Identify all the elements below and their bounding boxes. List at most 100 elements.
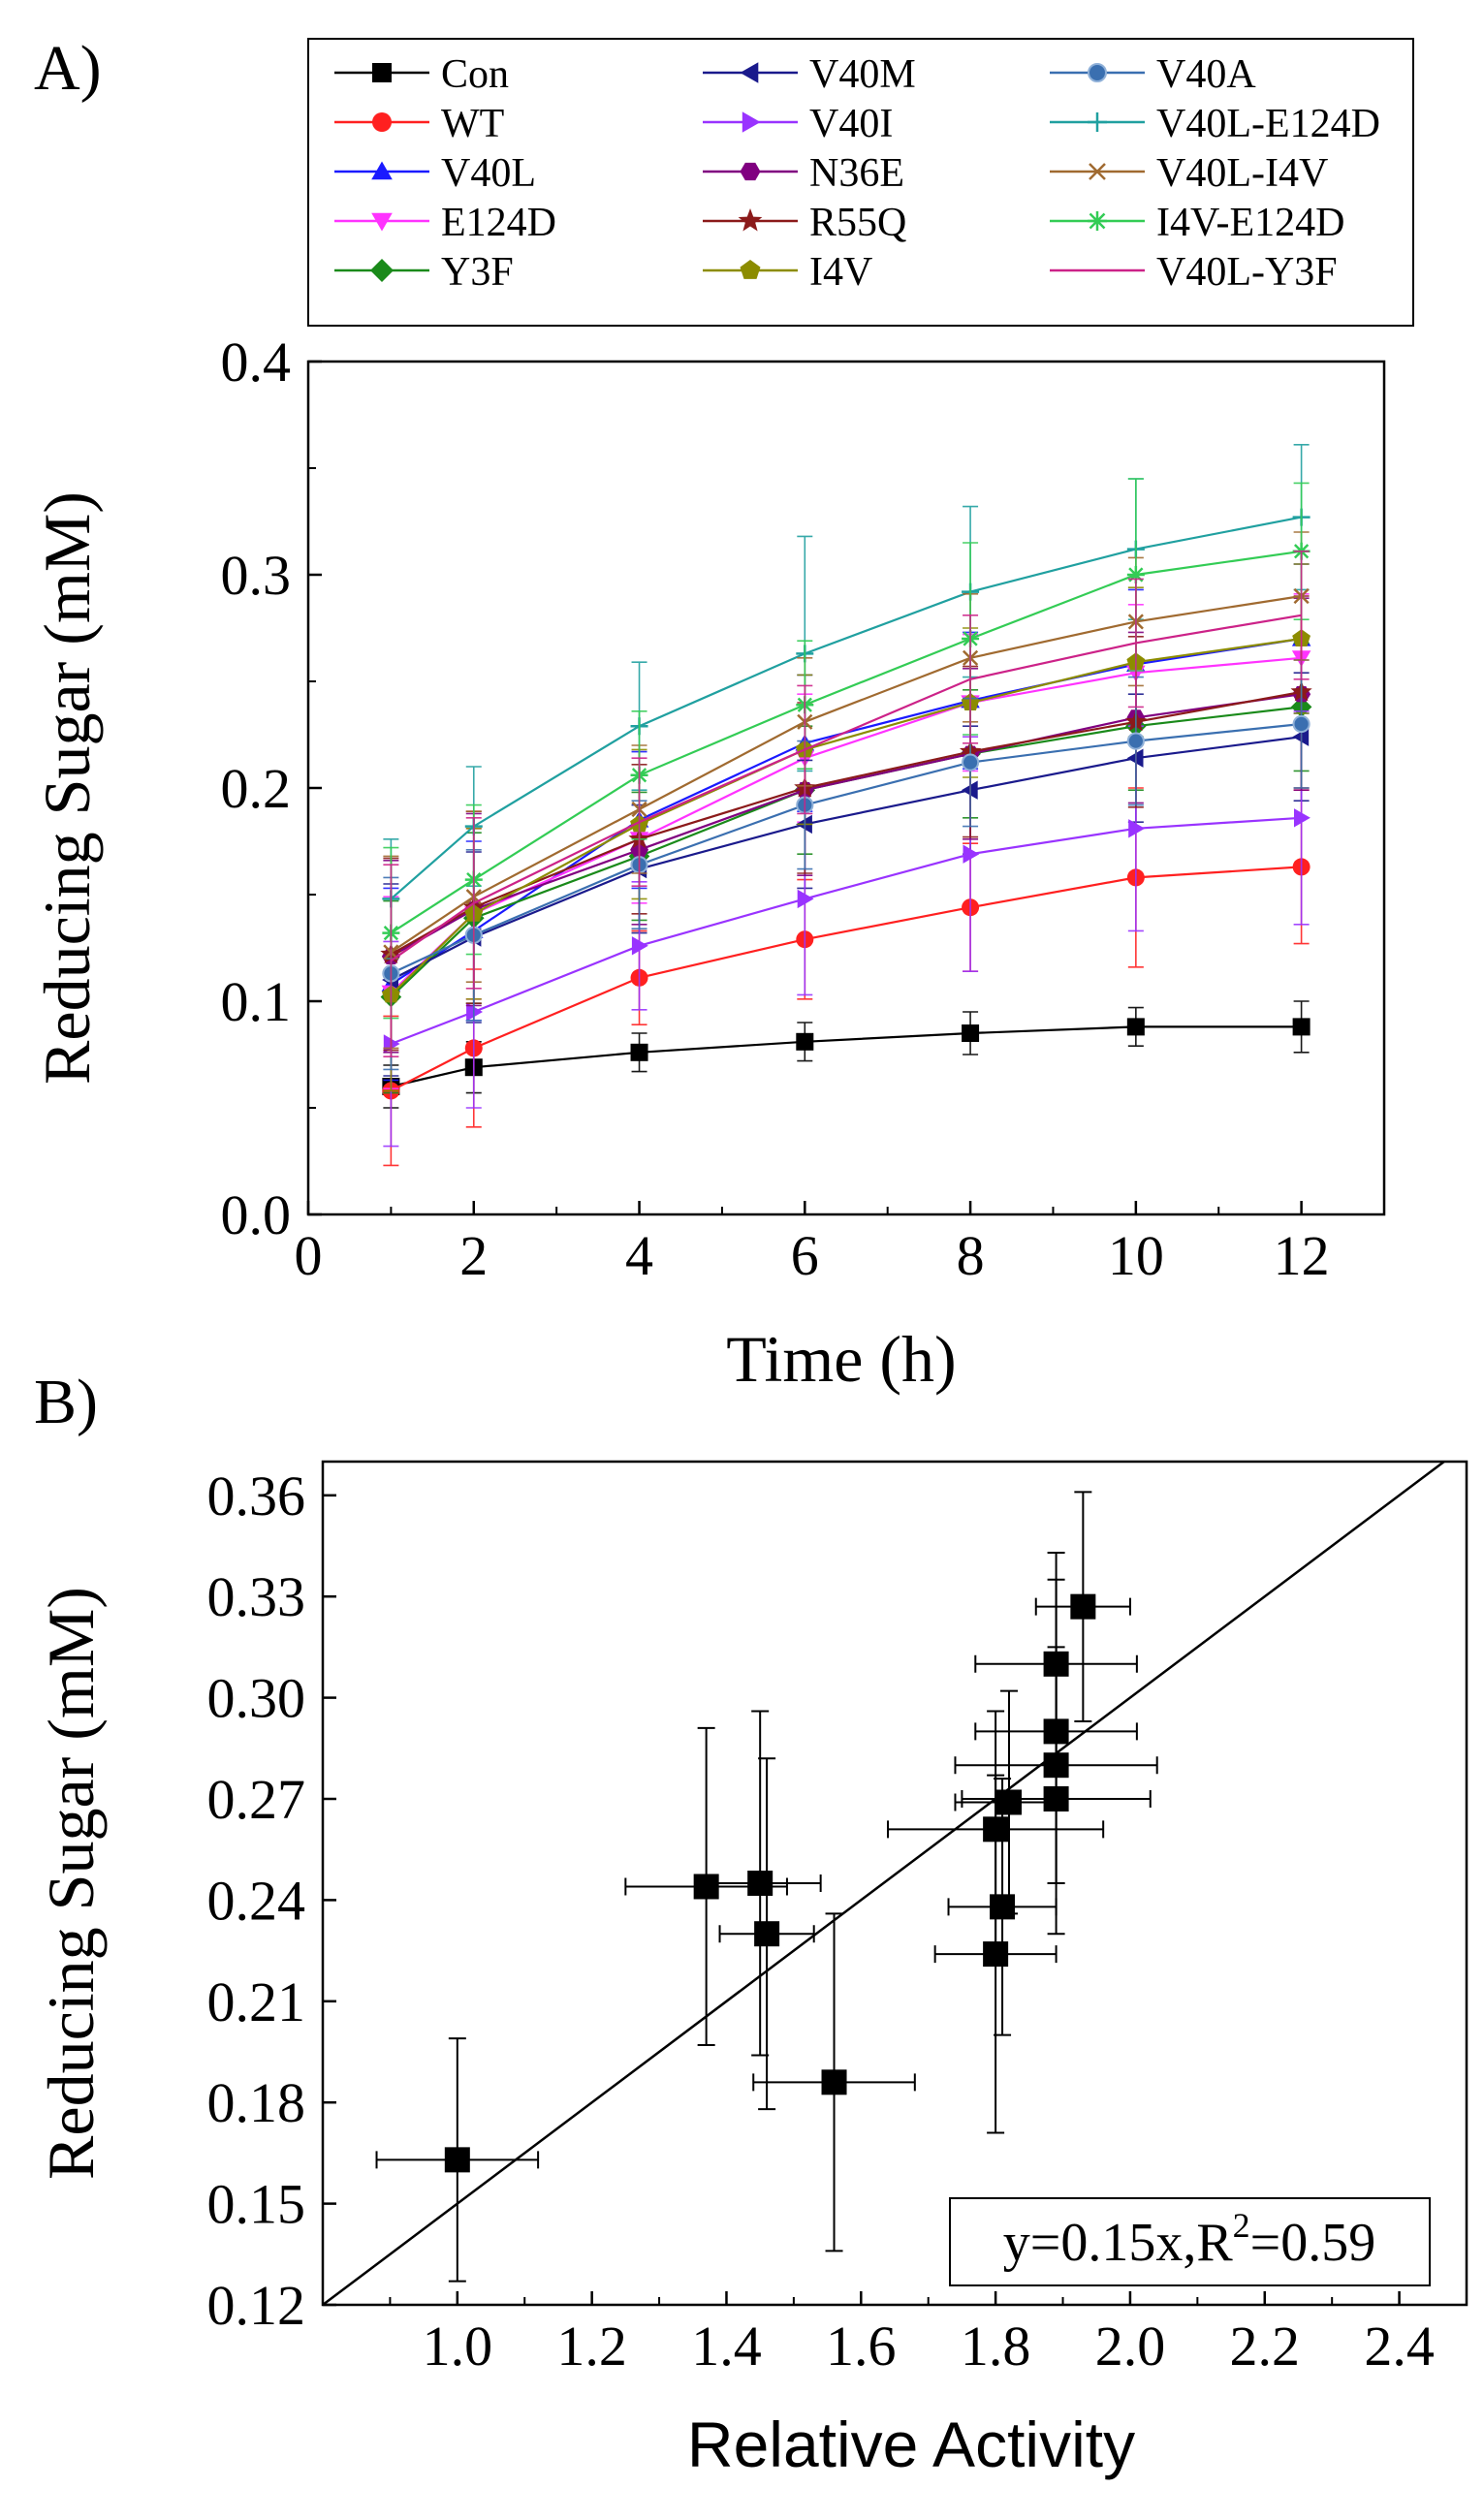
legend-label: V40I: [809, 102, 893, 146]
y-tick-label-a: 0.0: [221, 1183, 292, 1246]
scatter-point: [1070, 1593, 1096, 1620]
legend-label: V40M: [809, 52, 916, 97]
scatter-point: [996, 1789, 1022, 1815]
series-line: [390, 656, 1302, 993]
legend-marker: [372, 63, 392, 82]
y-tick-label-b: 0.36: [207, 1465, 306, 1528]
legend-marker: [372, 112, 392, 132]
series-r55q: [380, 595, 1312, 1052]
legend-item: E124D: [334, 201, 556, 245]
y-tick-label-b: 0.27: [207, 1768, 306, 1831]
legend-marker: [740, 62, 759, 83]
x-tick-label-b: 1.2: [556, 2315, 627, 2378]
y-tick-label-a: 0.2: [221, 757, 292, 820]
data-point: [962, 1024, 980, 1042]
series-y3f: [380, 642, 1312, 1094]
data-point: [961, 780, 978, 800]
series-line: [391, 1025, 1302, 1088]
scatter-point: [990, 1894, 1016, 1920]
fit-annotation-superscript: 2: [1233, 2206, 1250, 2245]
legend-marker: [370, 259, 394, 282]
y-tick-label-b: 0.21: [207, 1970, 306, 2033]
legend-marker: [740, 162, 761, 181]
legend-marker: [1089, 163, 1106, 180]
legend-marker: [371, 212, 393, 232]
legend-item: Y3F: [334, 250, 514, 295]
y-axis-title-a: Reducing Sugar (mM): [30, 491, 104, 1085]
scatter-point: [444, 2147, 470, 2173]
legend-label: V40L-Y3F: [1156, 250, 1338, 295]
x-tick-label-a: 0: [295, 1224, 323, 1287]
series-con: [382, 1000, 1310, 1109]
legend-marker: [1088, 112, 1107, 132]
legend-marker: [738, 208, 763, 232]
x-tick-label-b: 2.4: [1364, 2315, 1435, 2378]
legend-item: V40L: [334, 151, 536, 196]
legend-label: V40L-I4V: [1156, 151, 1328, 196]
x-tick-label-a: 10: [1108, 1224, 1164, 1287]
scatter-point-group: [974, 1551, 1138, 1777]
series-line: [390, 866, 1302, 1092]
fit-annotation: y=0.15x,R2=0.59: [1003, 2206, 1376, 2273]
series-i4v-e124d: [382, 478, 1310, 1020]
legend-item: V40A: [1050, 52, 1256, 97]
data-point: [1292, 1018, 1310, 1036]
scatter-point-group: [624, 1726, 788, 2047]
y-axis-a: 0.0 0.1 0.2 0.3 0.4: [221, 331, 322, 1246]
data-point: [1292, 714, 1310, 734]
x-tick-label-b: 2.0: [1095, 2315, 1166, 2378]
x-tick-label-a: 6: [791, 1224, 819, 1287]
legend-label: N36E: [809, 151, 904, 196]
legend-item: V40M: [703, 52, 916, 97]
fit-line: [322, 1461, 1445, 2306]
legend-marker: [742, 111, 761, 133]
scatter-point-group: [1034, 1491, 1131, 1722]
legend-marker: [1088, 63, 1107, 82]
chart-b: 0.12 0.15 0.18 0.21 0.24 0.27 0.30 0.33 0.36 1.0…: [34, 1460, 1468, 2480]
x-tick-label-a: 2: [459, 1224, 488, 1287]
data-point: [631, 936, 648, 956]
legend-item: I4V: [703, 250, 872, 295]
x-tick-label-b: 1.8: [961, 2315, 1031, 2378]
legend-item: V40I: [703, 102, 893, 146]
legend-label: V40L: [441, 151, 536, 196]
series-v40i: [383, 710, 1310, 1148]
legend-item: R55Q: [703, 201, 906, 245]
legend-box: [307, 38, 1414, 327]
legend-item: V40L-E124D: [1050, 102, 1380, 146]
panel-a-label: A): [34, 33, 102, 104]
legend: Con WT V40L E124D Y3F V40M V40I N36E R55Q I4V V40A…: [334, 52, 1380, 295]
x-tick-label-a: 8: [957, 1224, 985, 1287]
y-tick-label-b: 0.12: [207, 2274, 306, 2337]
plot-area-a: [306, 360, 1386, 1216]
data-point: [1126, 1018, 1145, 1036]
chart-a: Con WT V40L E124D Y3F V40M V40I N36E R55Q I4V V40A…: [30, 38, 1414, 1396]
error-bar: [1293, 551, 1310, 680]
x-axis-a: 0 2 4 6 8 10 12: [295, 1201, 1385, 1287]
scatter-point-group: [718, 1757, 815, 2111]
scatter-point: [1043, 1651, 1069, 1677]
scatter-point-group: [375, 2037, 540, 2283]
scatter-point-group: [947, 1778, 1058, 2036]
x-axis-title-a: Time (h): [726, 1322, 956, 1396]
scatter-point-group: [698, 1710, 822, 2057]
y-tick-label-b: 0.33: [207, 1565, 306, 1628]
scatter-point: [747, 1871, 774, 1896]
series-line: [390, 516, 1302, 900]
data-point: [1294, 808, 1310, 828]
data-point: [1128, 819, 1146, 838]
series-line: [390, 722, 1302, 975]
legend-label: I4V: [809, 250, 872, 295]
x-tick-label-b: 1.0: [423, 2315, 493, 2378]
scatter-point: [693, 1874, 719, 1900]
series-v40l-e124d: [382, 444, 1310, 960]
y-tick-label-a: 0.4: [221, 331, 292, 394]
legend-item: V40L-Y3F: [1050, 250, 1338, 295]
y-axis-title-b: Reducing Sugar (mM): [34, 1587, 108, 2180]
scatter-point-group: [752, 1912, 916, 2252]
legend-label: I4V-E124D: [1156, 201, 1344, 245]
data-point: [797, 889, 814, 909]
series-e124d: [381, 593, 1311, 1089]
legend-marker: [371, 161, 393, 180]
legend-item: V40L-I4V: [1050, 151, 1328, 196]
